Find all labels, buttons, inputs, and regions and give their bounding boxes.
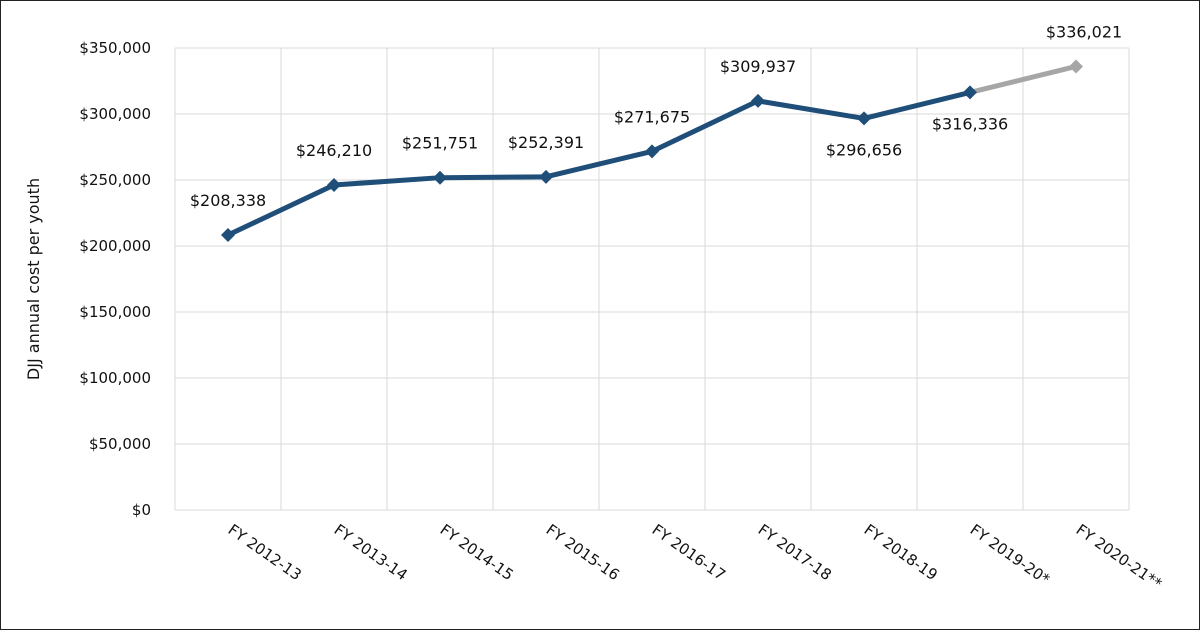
y-tick-label: $150,000 [79, 303, 151, 321]
x-tick-label: FY 2017-18 [755, 521, 835, 585]
y-tick-label: $350,000 [79, 39, 151, 57]
data-point-marker [539, 169, 553, 184]
x-tick-label: FY 2018-19 [861, 521, 941, 585]
series-segment [755, 98, 867, 121]
y-axis-title: DJJ annual cost per youth [24, 178, 43, 380]
data-point-marker [751, 93, 765, 108]
y-tick-label: $0 [132, 501, 151, 519]
x-tick-label: FY 2016-17 [649, 521, 729, 585]
data-point-marker [433, 170, 447, 185]
x-tick-label: FY 2020-21** [1073, 521, 1166, 594]
series-segment [543, 148, 655, 180]
data-label: $252,391 [508, 133, 584, 152]
data-label: $208,338 [190, 191, 266, 210]
data-label: $296,656 [826, 140, 902, 159]
x-tick-label: FY 2012-13 [225, 521, 305, 585]
series-segment [861, 89, 973, 121]
y-tick-label: $50,000 [89, 435, 151, 453]
data-label: $336,021 [1046, 22, 1122, 41]
projection-segment [967, 63, 1079, 95]
data-labels: $208,338 $246,210 $251,751 $252,391 $271,675… [190, 22, 1122, 210]
data-label: $251,751 [402, 134, 478, 153]
y-tick-label: $250,000 [79, 171, 151, 189]
x-tick-label: FY 2013-14 [331, 521, 411, 585]
series-line [221, 59, 1083, 242]
data-point-marker [645, 144, 659, 159]
data-point-marker [1069, 59, 1083, 74]
data-label: $271,675 [614, 107, 690, 126]
y-axis-ticks: $0 $50,000 $100,000 $150,000 $200,000 $250,00… [79, 39, 151, 519]
data-point-marker [963, 85, 977, 100]
x-axis-ticks: FY 2012-13 FY 2013-14 FY 2014-15 FY 2015-16… [225, 521, 1166, 594]
x-tick-label: FY 2015-16 [543, 521, 623, 585]
series-segment [437, 174, 549, 181]
data-point-marker [327, 178, 341, 193]
series-segment [331, 175, 443, 188]
data-label: $246,210 [296, 141, 372, 160]
data-point-marker [221, 227, 235, 242]
series-segment [225, 182, 337, 238]
series-segment [649, 98, 761, 154]
x-tick-label: FY 2019-20* [967, 521, 1054, 589]
y-tick-label: $200,000 [79, 237, 151, 255]
data-point-marker [857, 111, 871, 126]
data-label: $309,937 [720, 57, 796, 76]
data-label: $316,336 [932, 114, 1008, 133]
y-tick-label: $300,000 [79, 105, 151, 123]
x-tick-label: FY 2014-15 [437, 521, 517, 585]
y-tick-label: $100,000 [79, 369, 151, 387]
